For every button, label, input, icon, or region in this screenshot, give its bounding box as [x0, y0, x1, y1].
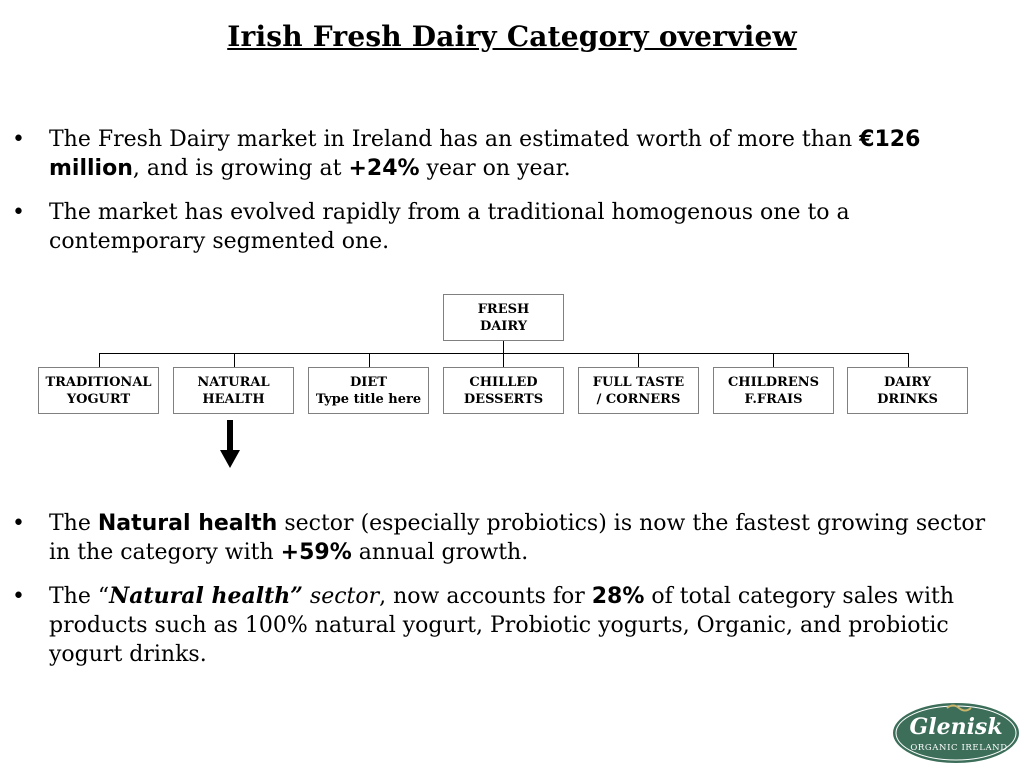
- natural-health-bullets: • The Natural health sector (especially …: [12, 509, 1012, 684]
- bullet-natural-health-share: • The “Natural health” sector, now accou…: [12, 583, 955, 667]
- node-diet: DIET Type title here: [308, 367, 429, 414]
- glenisk-logo: Glenisk ORGANIC IRELAND: [891, 701, 1021, 765]
- connector-child-7: [908, 353, 909, 368]
- connector-child-1: [99, 353, 100, 368]
- sector-name-quoted: Natural health”: [109, 583, 303, 609]
- intro-bullets: • The Fresh Dairy market in Ireland has …: [12, 125, 1012, 271]
- node-chilled-desserts: CHILLED DESSERTS: [443, 367, 564, 414]
- node-dairy-drinks: DAIRY DRINKS: [847, 367, 968, 414]
- logo-brand-text: Glenisk: [909, 714, 1002, 740]
- sector-share: 28%: [591, 584, 645, 609]
- bullet-natural-health-growth: • The Natural health sector (especially …: [12, 511, 986, 565]
- bullet-market-worth: • The Fresh Dairy market in Ireland has …: [12, 127, 921, 181]
- logo-tagline-text: ORGANIC IRELAND: [910, 743, 1007, 753]
- connector-root-stem: [503, 341, 504, 354]
- connector-horizontal: [99, 353, 909, 354]
- bullet-marker: •: [12, 584, 25, 609]
- sector-name: Natural health: [97, 511, 278, 536]
- bullet-marker: •: [12, 200, 25, 225]
- sector-growth: +59%: [280, 540, 352, 565]
- connector-child-5: [638, 353, 639, 368]
- bullet-market-evolution: • The market has evolved rapidly from a …: [12, 200, 850, 254]
- connector-child-6: [773, 353, 774, 368]
- connector-child-2: [234, 353, 235, 368]
- node-natural-health: NATURAL HEALTH: [173, 367, 294, 414]
- connector-child-3: [369, 353, 370, 368]
- node-traditional-yogurt: TRADITIONAL YOGURT: [38, 367, 159, 414]
- page-title: Irish Fresh Dairy Category overview: [227, 20, 797, 53]
- node-full-taste-corners: FULL TASTE / CORNERS: [578, 367, 699, 414]
- bullet-marker: •: [12, 511, 25, 536]
- node-childrens-ffrais: CHILDRENS F.FRAIS: [713, 367, 834, 414]
- connector-child-4: [503, 353, 504, 368]
- node-fresh-dairy: FRESH DAIRY: [443, 294, 564, 341]
- bullet-marker: •: [12, 127, 25, 152]
- growth-rate: +24%: [348, 156, 420, 181]
- market-value: €126 million: [49, 127, 921, 181]
